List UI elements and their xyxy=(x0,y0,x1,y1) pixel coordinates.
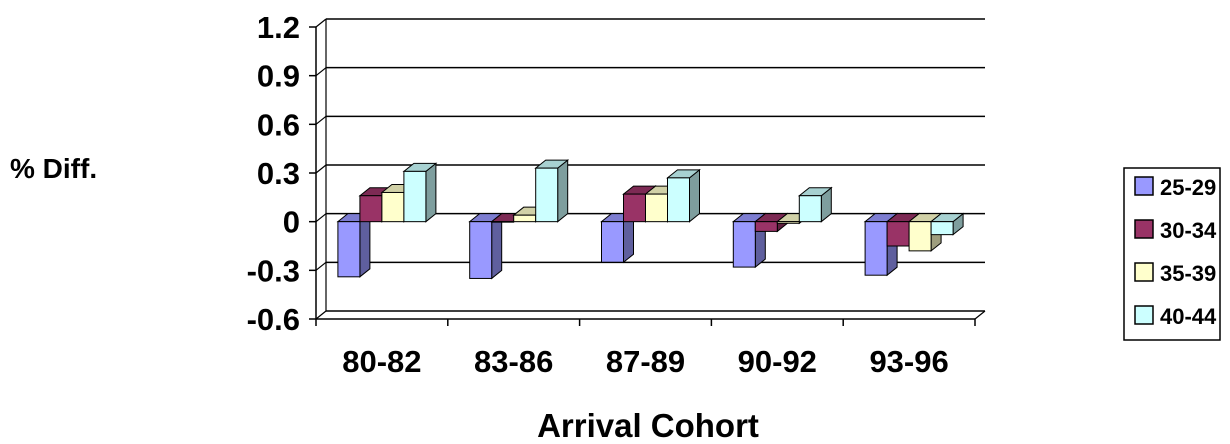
y-tick-label: 1.2 xyxy=(257,10,300,45)
y-axis-label: % Diff. xyxy=(10,153,97,184)
bar-front xyxy=(908,221,932,252)
legend-swatch xyxy=(1134,262,1154,282)
bar xyxy=(929,212,965,236)
bars xyxy=(336,159,965,280)
gridline-depth xyxy=(315,18,327,28)
legend-swatch xyxy=(1134,219,1154,239)
bar-side xyxy=(491,212,503,280)
bar xyxy=(797,186,833,223)
legend-swatch xyxy=(1134,176,1154,196)
floor-edge xyxy=(974,310,986,320)
legend-swatch xyxy=(1134,305,1154,325)
y-tick-labels: 1.2 0.9 0.6 0.3 0 -0.3 -0.6 xyxy=(247,10,300,337)
bar-front xyxy=(667,177,690,223)
y-tick-label: 0.9 xyxy=(257,59,300,94)
x-axis-label: Arrival Cohort xyxy=(537,407,759,444)
legend-label: 40-44 xyxy=(1160,304,1217,329)
bar xyxy=(336,212,372,278)
bar-front xyxy=(798,195,822,223)
bar xyxy=(666,168,701,223)
bar-front xyxy=(513,214,537,223)
bar-front xyxy=(337,221,361,278)
bar-front xyxy=(776,221,800,224)
bar-front xyxy=(886,221,910,247)
bar-front xyxy=(930,221,954,236)
gridline-depth xyxy=(315,115,327,125)
x-tick-labels: 80-82 83-86 87-89 90-92 93-96 xyxy=(342,344,948,379)
y-tick-label: -0.6 xyxy=(247,302,300,337)
x-tick-label: 93-96 xyxy=(869,344,948,379)
legend: 25-29 30-34 35-39 40-44 xyxy=(1123,167,1221,341)
gridline-depth xyxy=(315,310,327,320)
y-tick-label: 0.6 xyxy=(257,107,300,142)
y-tick-label: -0.3 xyxy=(247,253,300,288)
bar xyxy=(402,162,438,223)
bar-side xyxy=(689,168,700,223)
bar xyxy=(534,159,570,223)
bar-front xyxy=(469,221,493,279)
bar-front xyxy=(754,221,778,232)
gridline-depth xyxy=(315,213,327,223)
bar-front xyxy=(381,191,405,223)
axes xyxy=(309,19,986,326)
bar-front xyxy=(491,221,515,223)
bar-front xyxy=(623,193,646,223)
x-tick-label: 80-82 xyxy=(342,344,421,379)
bar-front xyxy=(403,170,427,223)
x-tick-label: 90-92 xyxy=(738,344,817,379)
bar xyxy=(600,212,635,264)
bar-front xyxy=(645,193,668,223)
bar-side xyxy=(557,159,569,223)
bar xyxy=(468,212,504,280)
bar-front xyxy=(732,221,756,268)
x-tick-label: 83-86 xyxy=(474,344,553,379)
bar-side xyxy=(425,162,437,223)
legend-label: 25-29 xyxy=(1160,175,1216,200)
x-tick-label: 87-89 xyxy=(606,344,685,379)
gridline-depth xyxy=(315,67,327,77)
legend-label: 30-34 xyxy=(1160,218,1217,243)
bar-front xyxy=(535,167,559,223)
gridline-depth xyxy=(315,261,327,271)
bar-front xyxy=(601,221,624,263)
y-tick-label: 0 xyxy=(283,205,300,240)
legend-label: 35-39 xyxy=(1160,261,1216,286)
bar-front xyxy=(864,221,888,276)
y-tick-label: 0.3 xyxy=(257,156,300,191)
gridline-depth xyxy=(315,164,327,174)
bar-side xyxy=(359,212,371,278)
bar-front xyxy=(359,195,383,223)
